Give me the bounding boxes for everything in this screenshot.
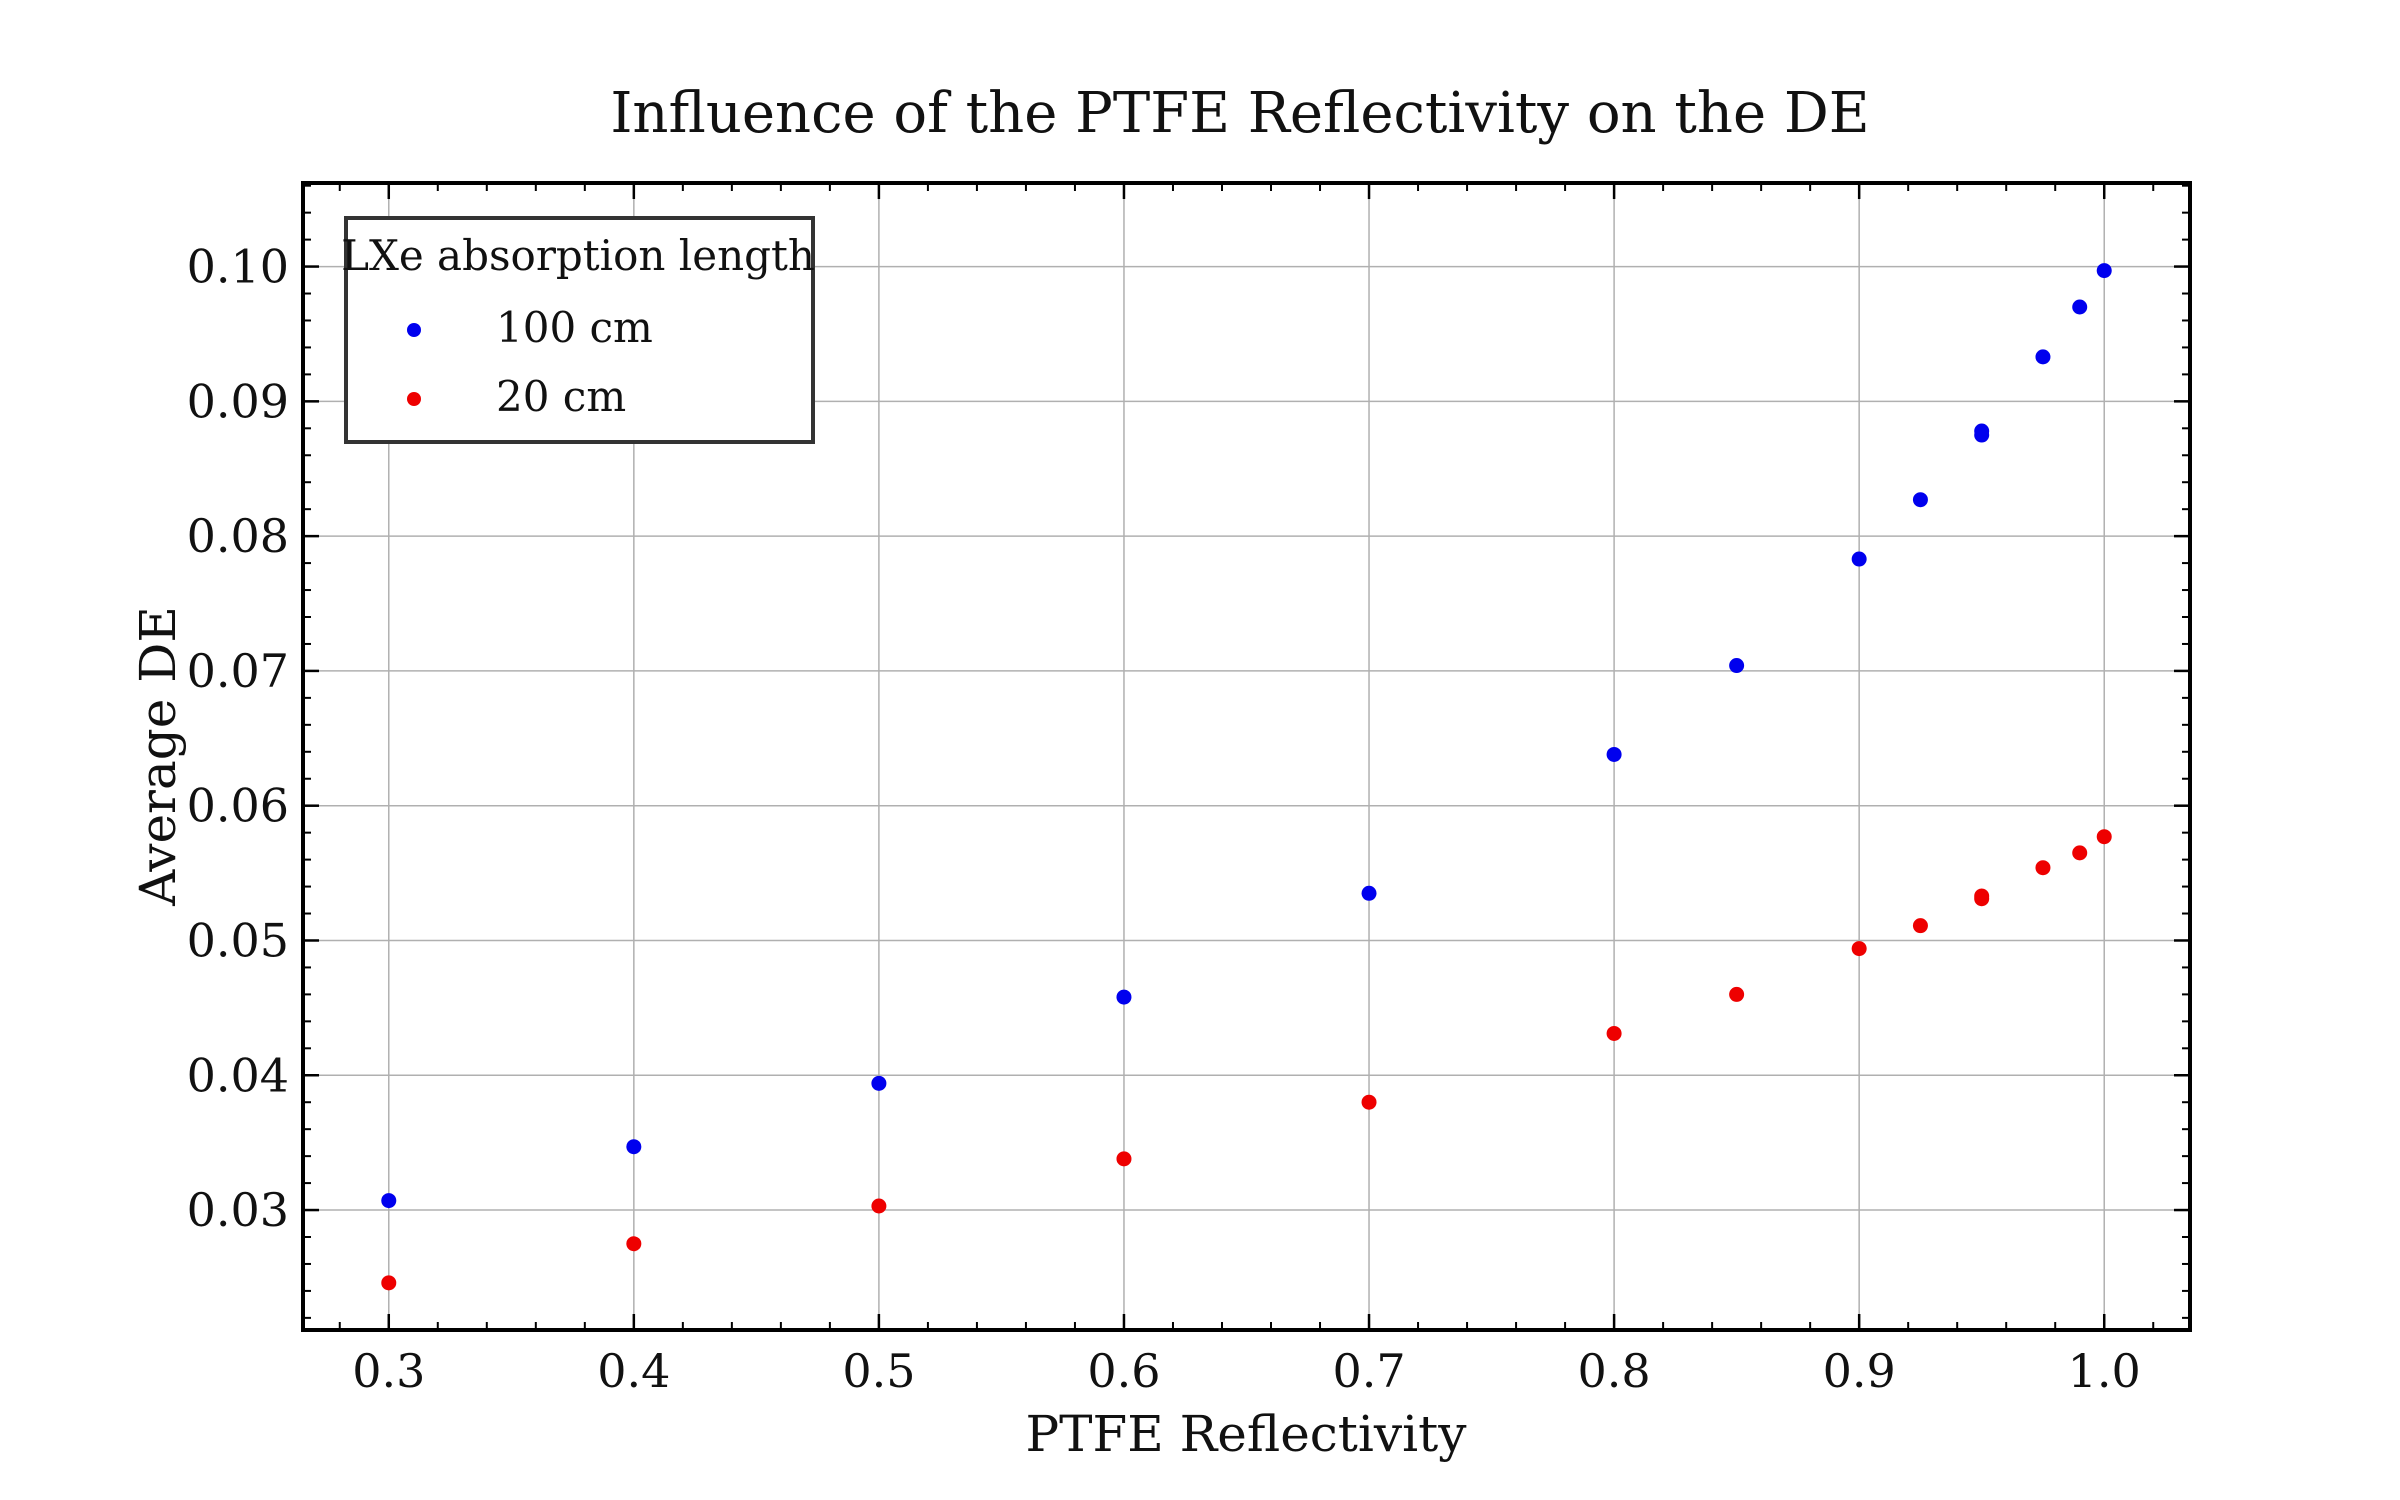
point-20cm [1729, 986, 1745, 1002]
point-100cm [1361, 885, 1377, 901]
point-20cm [2035, 860, 2051, 876]
point-100cm [1912, 492, 1928, 508]
legend-marker-20cm [407, 392, 421, 406]
point-100cm [626, 1139, 642, 1155]
point-100cm [381, 1193, 397, 1209]
x-tick-label: 0.6 [1087, 1344, 1160, 1398]
point-100cm [1729, 658, 1745, 674]
x-tick-label: 0.9 [1823, 1344, 1896, 1398]
point-20cm [871, 1198, 887, 1214]
point-20cm [381, 1275, 397, 1291]
y-tick-label: 0.10 [187, 240, 289, 294]
legend-box [344, 216, 815, 444]
x-tick-label: 1.0 [2068, 1344, 2141, 1398]
point-100cm [2072, 299, 2088, 315]
y-tick-label: 0.05 [187, 913, 289, 967]
x-axis-label: PTFE Reflectivity [1026, 1405, 1468, 1463]
point-20cm [2072, 845, 2088, 861]
legend-title: LXe absorption length [341, 231, 815, 280]
x-tick-label: 0.4 [597, 1344, 670, 1398]
point-100cm [2096, 263, 2112, 279]
y-tick-label: 0.03 [187, 1183, 289, 1237]
x-tick-label: 0.8 [1578, 1344, 1651, 1398]
plot-frame [301, 181, 2192, 1332]
legend-label-20cm: 20 cm [496, 372, 626, 421]
y-tick-label: 0.09 [187, 374, 289, 428]
legend-marker-100cm [407, 323, 421, 337]
y-tick-labels: 0.03 0.04 0.05 0.06 0.07 0.08 0.09 0.10 [187, 240, 289, 1237]
major-ticks [303, 183, 2190, 1330]
x-tick-label: 0.5 [842, 1344, 915, 1398]
data-points [381, 263, 2112, 1291]
point-20cm [1606, 1025, 1622, 1041]
point-100cm [1851, 551, 1867, 567]
point-100cm [871, 1075, 887, 1091]
point-20cm [1974, 888, 1990, 904]
legend-label-100cm: 100 cm [496, 303, 653, 352]
point-20cm [1116, 1151, 1132, 1167]
point-20cm [1361, 1094, 1377, 1110]
y-tick-label: 0.07 [187, 644, 289, 698]
point-100cm [1606, 746, 1622, 762]
point-20cm [1851, 941, 1867, 957]
y-axis-label: Average DE [129, 606, 187, 907]
point-100cm [2035, 349, 2051, 365]
x-tick-label: 0.7 [1332, 1344, 1405, 1398]
point-20cm [1912, 918, 1928, 934]
point-20cm [2096, 829, 2112, 845]
y-tick-label: 0.08 [187, 509, 289, 563]
y-tick-label: 0.06 [187, 779, 289, 833]
y-tick-label: 0.04 [187, 1048, 289, 1102]
x-tick-label: 0.3 [352, 1344, 425, 1398]
x-tick-labels: 0.3 0.4 0.5 0.6 0.7 0.8 0.9 1.0 [352, 1344, 2141, 1398]
chart-title: Influence of the PTFE Reflectivity on th… [610, 81, 1869, 146]
point-100cm [1974, 423, 1990, 439]
legend: LXe absorption length 100 cm 20 cm [341, 216, 815, 444]
point-20cm [626, 1236, 642, 1252]
grid [303, 183, 2190, 1330]
point-100cm [1116, 989, 1132, 1005]
